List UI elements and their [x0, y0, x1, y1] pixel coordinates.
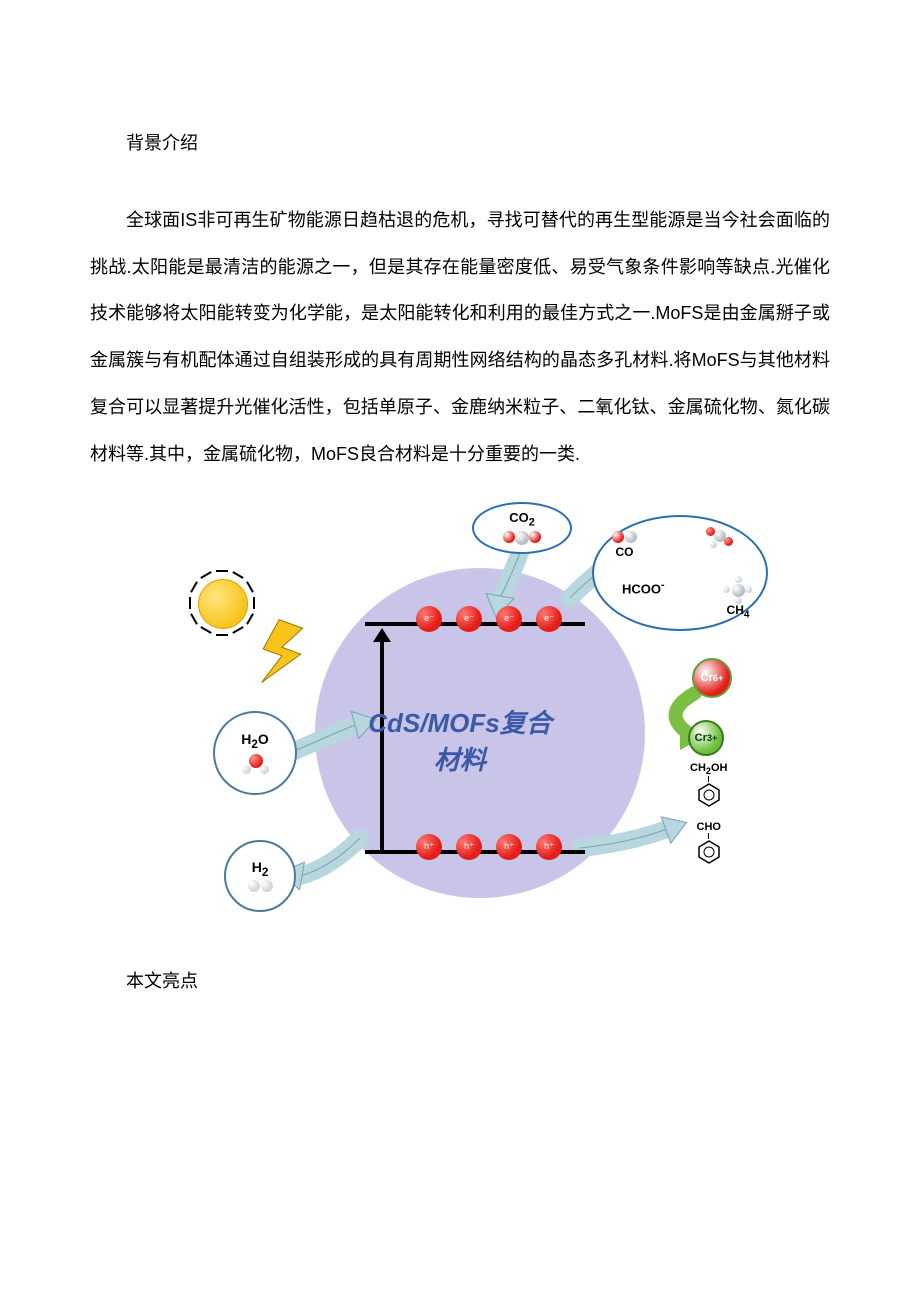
electron-dot: h⁺ [416, 834, 442, 860]
electron-dot: e⁻ [416, 606, 442, 632]
electron-dot: h⁺ [496, 834, 522, 860]
paragraph-background: 全球面IS非可再生矿物能源日趋枯退的危机，寻找可替代的再生型能源是当今社会面临的… [90, 197, 830, 478]
bubble-products: COHCOO-CH4 [592, 515, 768, 631]
heading-highlights: 本文亮点 [90, 958, 830, 1005]
bubble-co2: CO2 [472, 502, 572, 554]
photocatalysis-diagram: e⁻ e⁻ e⁻ e⁻ h⁺ h⁺ h⁺ h⁺ CdS/MOFs复合材料 H2O H2 CO2 COHC… [150, 498, 770, 928]
benzene-column: CH2OHCHO [690, 762, 727, 868]
diagram-center-label: CdS/MOFs复合材料 [368, 703, 551, 777]
lightning-icon [258, 618, 338, 698]
bubble-h2: H2 [224, 840, 296, 912]
electron-dot: e⁻ [536, 606, 562, 632]
benzene-ring-icon [696, 782, 722, 808]
electron-dot: e⁻ [456, 606, 482, 632]
cr3-badge: Cr3+ [688, 720, 724, 756]
bubble-h2o: H2O [213, 711, 297, 795]
cr6-badge: Cr6+ [692, 658, 732, 698]
document-page: 背景介绍 全球面IS非可再生矿物能源日趋枯退的危机，寻找可替代的再生型能源是当今… [0, 0, 920, 1084]
electron-dot: h⁺ [536, 834, 562, 860]
benzene-ring-icon [696, 839, 722, 865]
heading-background: 背景介绍 [90, 120, 830, 167]
electron-dot: h⁺ [456, 834, 482, 860]
diagram-container: e⁻ e⁻ e⁻ e⁻ h⁺ h⁺ h⁺ h⁺ CdS/MOFs复合材料 H2O H2 CO2 COHC… [150, 498, 770, 928]
electron-dot: e⁻ [496, 606, 522, 632]
